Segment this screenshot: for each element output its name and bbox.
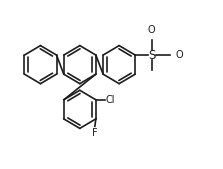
Text: S: S: [148, 49, 155, 62]
Text: Cl: Cl: [106, 95, 115, 105]
Text: F: F: [92, 128, 98, 138]
Text: O: O: [175, 50, 183, 60]
Text: O: O: [148, 25, 155, 35]
